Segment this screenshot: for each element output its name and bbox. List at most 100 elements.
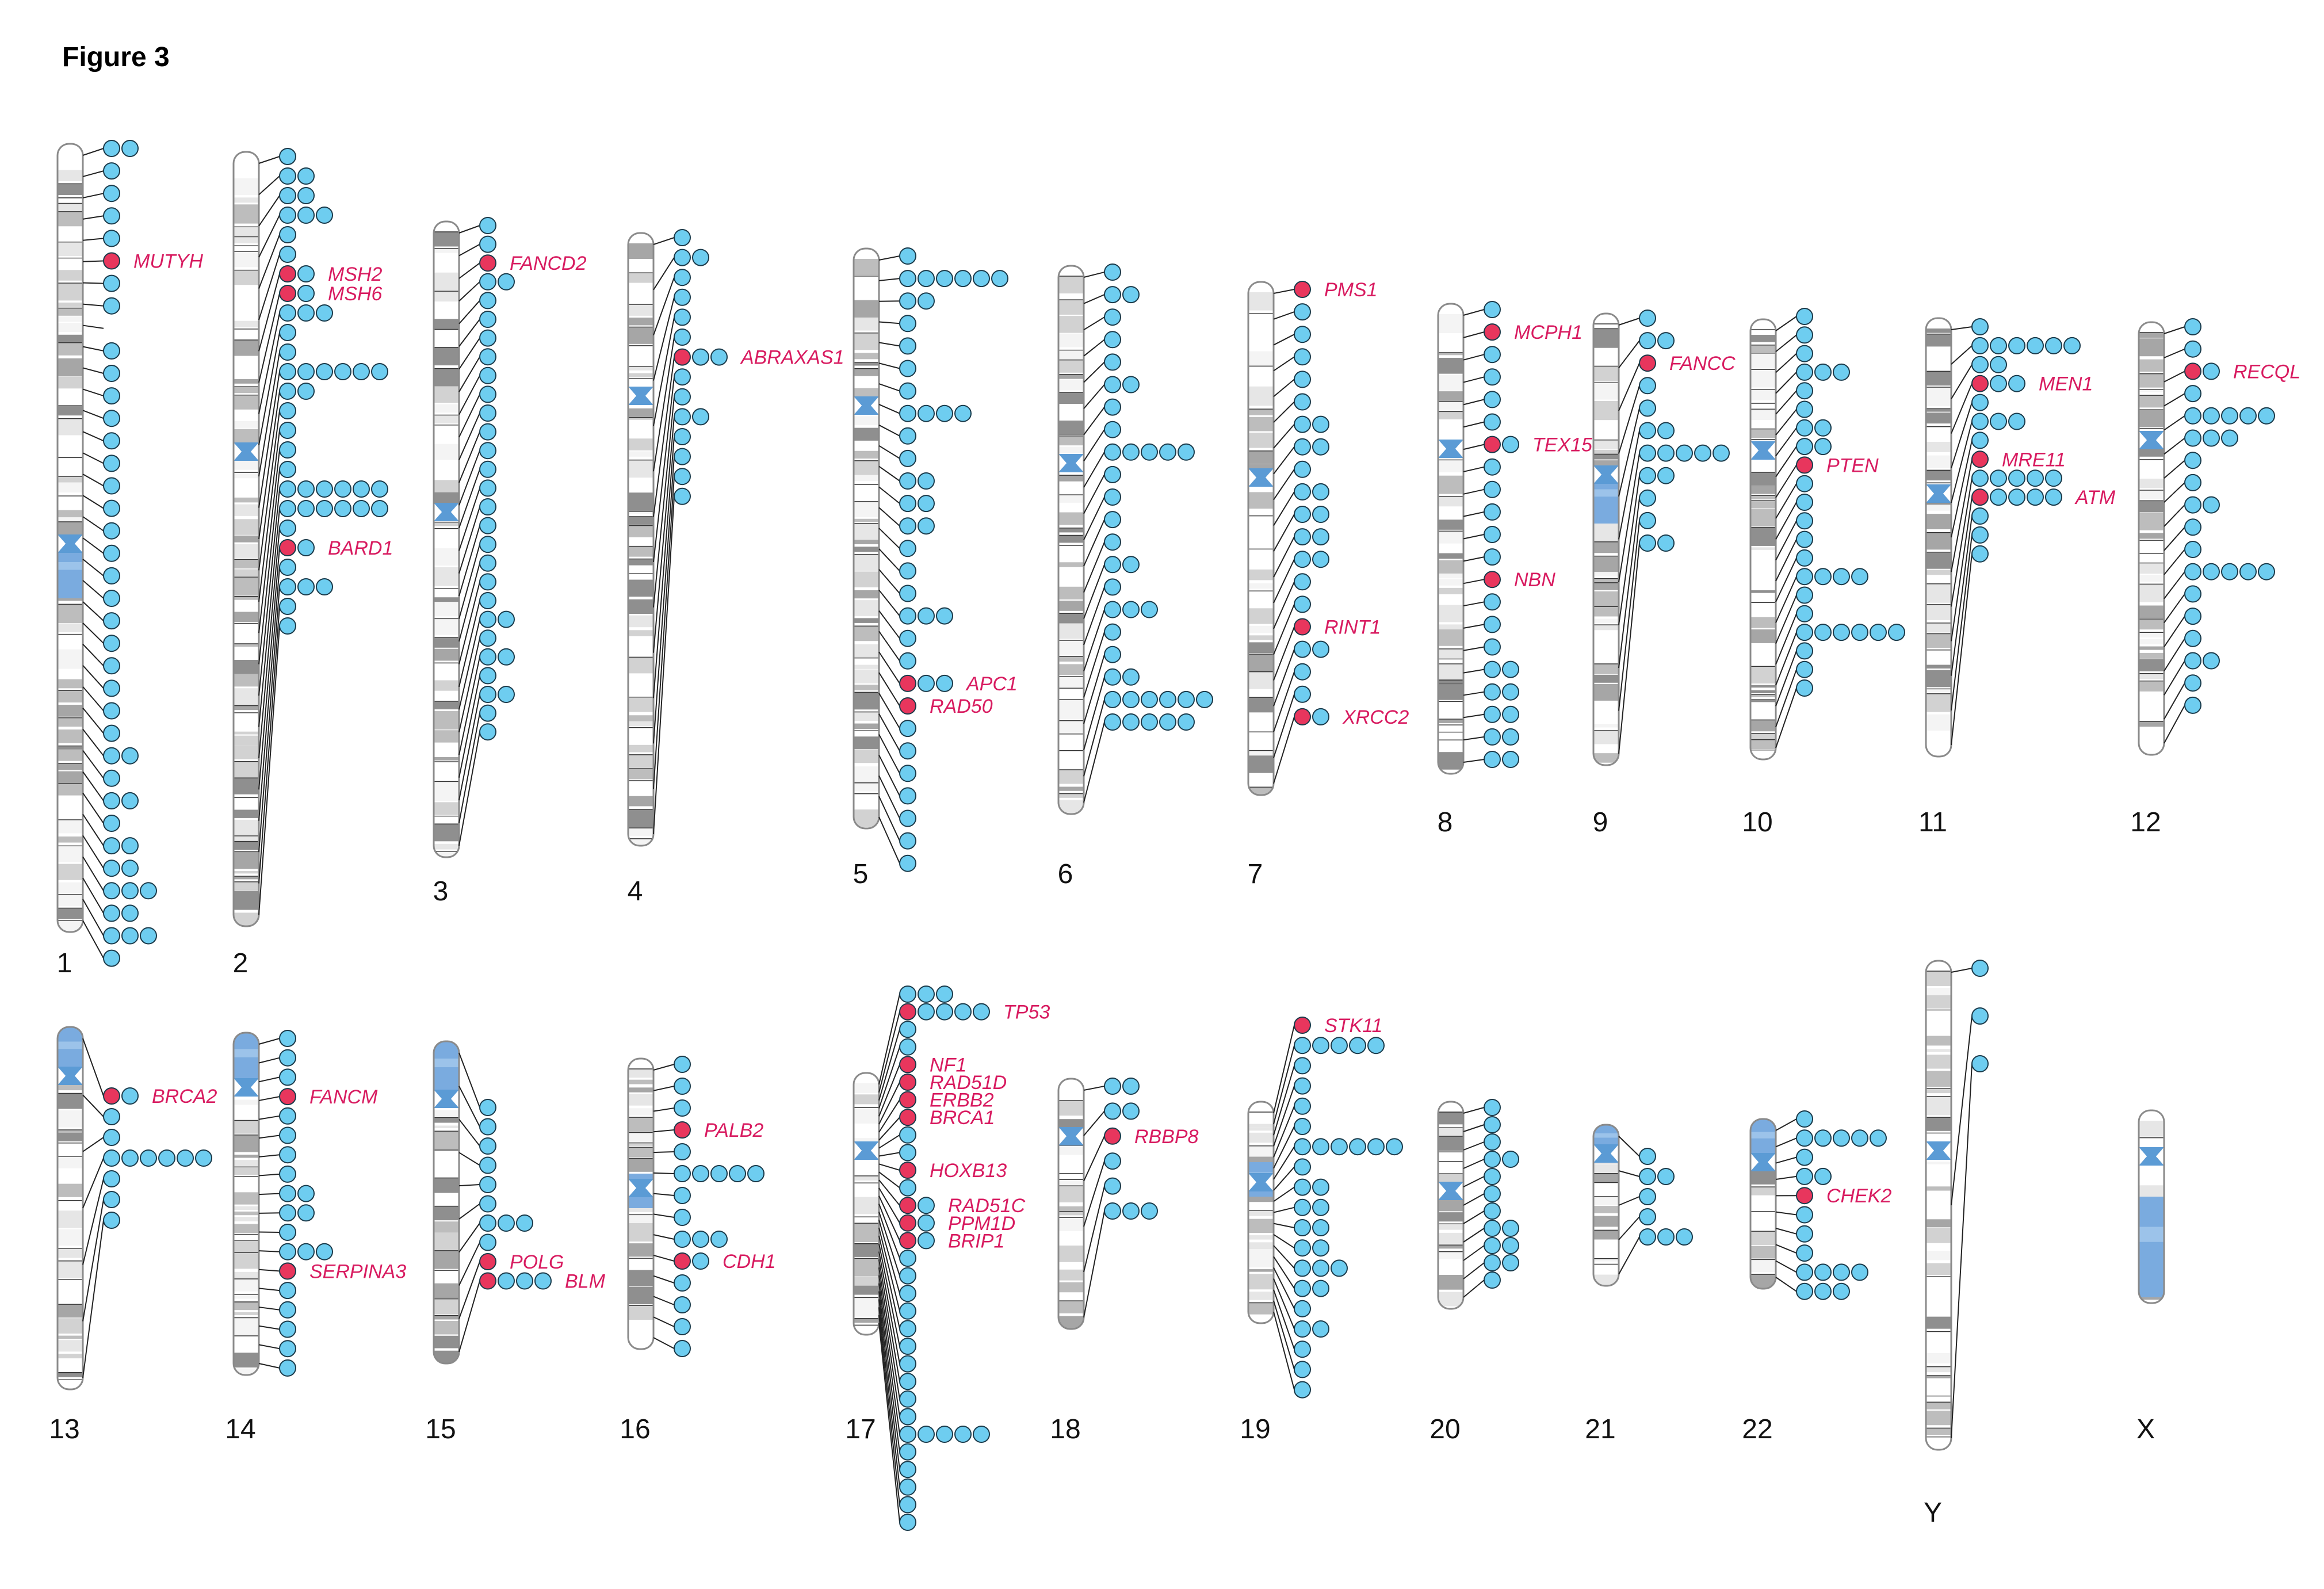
gene-marker [353, 480, 370, 498]
gene-marker [899, 1461, 916, 1479]
chromosome-6: 6 [1057, 263, 1213, 889]
gene-marker [297, 539, 315, 556]
gene-marker [692, 1165, 709, 1182]
marker-connector [458, 488, 480, 551]
gene-marker [1312, 1279, 1329, 1297]
marker-connector [878, 651, 900, 684]
chromosome-number: 15 [425, 1414, 456, 1445]
gene-marker [1796, 679, 1813, 697]
gene-marker [1657, 1168, 1675, 1185]
marker-connector [653, 237, 675, 245]
gene-label: BRIP1 [948, 1230, 1004, 1252]
gene-marker [899, 742, 916, 760]
chromosome-number: 7 [1248, 859, 1263, 889]
gene-marker [2203, 362, 2220, 380]
gene-marker [899, 720, 916, 738]
gene-marker [279, 520, 296, 537]
marker-connector [258, 625, 280, 915]
marker-connector [653, 257, 675, 291]
marker-connector [1775, 464, 1797, 498]
marker-connector [82, 410, 104, 419]
gene-marker [1796, 494, 1813, 511]
marker-connector [878, 754, 900, 796]
marker-connector [458, 1261, 480, 1319]
gene-marker [103, 342, 120, 360]
gene-marker [710, 1231, 728, 1248]
chromosome-bands [1438, 304, 1463, 774]
gene-marker [918, 1232, 935, 1250]
gene-marker [297, 167, 315, 185]
marker-connector [878, 404, 900, 414]
marker-connector [82, 260, 104, 262]
gene-marker [279, 1359, 296, 1377]
marker-connector [878, 1187, 900, 1224]
gene-marker [918, 1426, 935, 1443]
marker-connector [258, 1250, 280, 1252]
gene-marker [899, 1038, 916, 1056]
gene-marker [1104, 623, 1121, 641]
gene-marker [479, 648, 496, 666]
gene-marker [103, 477, 120, 495]
gene-marker [899, 1338, 916, 1355]
marker-connector [258, 1096, 280, 1101]
gene-label: BARD1 [328, 537, 393, 559]
marker-connector [878, 486, 900, 504]
gene-marker [899, 765, 916, 782]
gene-marker [674, 428, 691, 445]
gene-marker [1386, 1138, 1403, 1156]
marker-connector [1951, 968, 1973, 973]
chromosome-number: 6 [1058, 859, 1073, 889]
marker-connector [1083, 519, 1105, 567]
gene-marker [1814, 363, 1832, 381]
marker-connector [1273, 514, 1295, 552]
gene-marker [1104, 263, 1121, 281]
gene-marker [918, 292, 935, 310]
chromosome-bands [1593, 1125, 1619, 1286]
gene-marker [1331, 1259, 1348, 1277]
marker-connector [878, 1152, 900, 1157]
marker-connector [2164, 415, 2185, 431]
gene-marker [1694, 444, 1711, 462]
marker-connector [82, 148, 104, 156]
gene-marker [103, 274, 120, 292]
marker-connector [1463, 1245, 1485, 1261]
gene-marker [1294, 1279, 1311, 1297]
chromosome-22: 22 CHEK2 [1742, 1110, 1891, 1445]
gene-marker [674, 1187, 691, 1204]
gene-marker [103, 365, 120, 382]
gene-marker [279, 1320, 296, 1338]
marker-connector [1618, 1136, 1640, 1157]
gene-marker [674, 1340, 691, 1357]
gene-marker [674, 368, 691, 386]
chromosome-bands [1750, 1119, 1776, 1289]
marker-connector [258, 1288, 280, 1292]
gene-marker [1312, 483, 1329, 501]
gene-marker [479, 704, 496, 722]
gene-marker [899, 517, 916, 535]
marker-connector [458, 1086, 480, 1127]
gene-marker [2203, 407, 2220, 425]
gene-marker [1502, 1151, 1519, 1168]
marker-connector [1273, 311, 1295, 320]
gene-marker [899, 1373, 916, 1391]
gene-marker [1484, 705, 1501, 723]
gene-marker [103, 949, 120, 967]
chromosome-number: X [2136, 1414, 2155, 1445]
marker-connector [82, 792, 104, 824]
gene-marker [899, 1478, 916, 1496]
gene-marker [1796, 624, 1813, 641]
gene-marker [279, 1049, 296, 1067]
gene-marker [103, 747, 120, 765]
chromosome-16: 16 PALB2 CDH1 [620, 1056, 776, 1445]
gene-marker [973, 1003, 990, 1021]
gene-marker [1484, 503, 1501, 521]
chromosome-number: 20 [1429, 1414, 1460, 1445]
gene-marker [1104, 713, 1121, 731]
marker-connector [82, 473, 104, 487]
marker-connector [1618, 543, 1640, 754]
marker-connector [1618, 1196, 1640, 1206]
marker-connector [1775, 1156, 1797, 1164]
marker-connector [458, 469, 480, 529]
chromosome-21: 21 [1585, 1124, 1693, 1445]
marker-connector [258, 332, 280, 445]
